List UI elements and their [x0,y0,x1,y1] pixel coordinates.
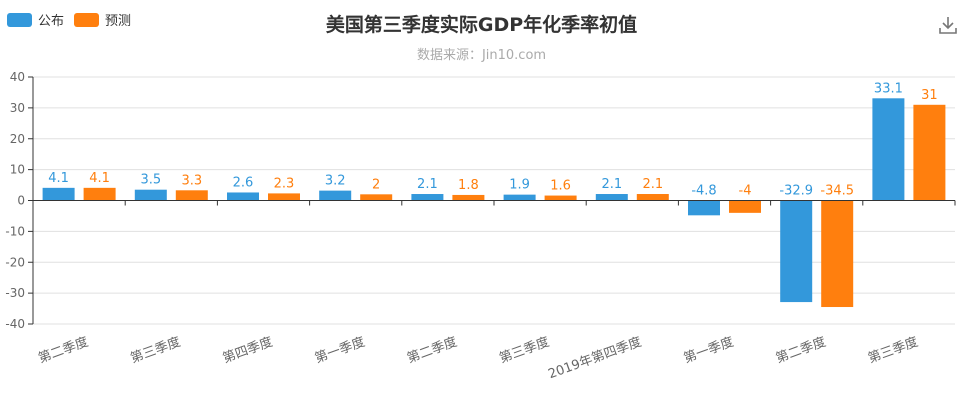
bar-forecast [729,200,761,213]
bar-published [227,192,259,201]
chart-subtitle: 数据来源：Jin10.com [416,48,547,63]
data-label-forecast: 2.3 [274,176,295,191]
legend-swatch-published [7,12,32,27]
legend-item-published[interactable]: 公布 [7,10,64,29]
bar-published [319,190,352,201]
data-label-forecast: 31 [921,88,938,103]
legend-item-forecast[interactable]: 预测 [74,10,131,29]
bar-published [780,200,813,303]
x-tick-label: 第三季度 [128,334,182,367]
bar-forecast [360,194,393,201]
y-tick-label: 0 [17,194,25,208]
x-tick-label: 2019年第四季度 [546,334,644,383]
legend-label-published: 公布 [38,14,65,29]
data-label-forecast: 1.8 [458,178,479,193]
data-label-published: 2.6 [233,175,254,190]
bar-forecast [913,104,946,201]
data-label-published: 2.1 [417,177,438,192]
x-tick-label: 第一季度 [313,334,367,367]
y-tick-label: -10 [5,224,25,238]
data-label-published: 1.9 [509,178,530,193]
x-tick-label: 第二季度 [774,334,828,367]
y-tick-label: 40 [10,70,25,84]
y-tick-label: 10 [10,163,25,177]
chart-title: 美国第三季度实际GDP年化季率初值 [325,14,638,36]
y-tick-label: 20 [10,132,25,146]
bar-forecast [268,193,300,201]
data-label-forecast: 3.3 [181,173,202,188]
bar-published [688,200,720,216]
bar-forecast [452,194,485,201]
data-label-published: 3.5 [140,173,161,188]
data-label-published: -32.9 [779,184,813,199]
x-tick-label: 第三季度 [866,334,920,367]
data-label-forecast: 2 [372,177,380,192]
legend: 公布 预测 [7,10,141,29]
y-tick-label: -20 [5,255,25,269]
bar-published [595,194,628,201]
x-tick-label: 第一季度 [682,334,736,367]
data-label-published: -4.8 [691,184,716,199]
x-tick-label: 第二季度 [405,334,459,367]
bar-forecast [544,195,577,201]
data-label-forecast: -34.5 [820,184,854,199]
data-label-published: 4.1 [48,171,69,186]
legend-label-forecast: 预测 [105,14,132,29]
data-label-forecast: 2.1 [642,177,663,192]
bar-published [134,189,167,201]
bar-forecast [821,200,854,308]
bar-published [42,187,75,201]
legend-swatch-forecast [74,12,100,27]
x-tick-label: 第二季度 [36,334,90,367]
data-label-published: 33.1 [874,81,903,96]
bar-forecast [636,194,669,201]
download-icon[interactable] [937,14,959,36]
data-label-forecast: 4.1 [89,171,110,186]
data-label-forecast: -4 [739,184,752,199]
bar-published [872,98,905,201]
bar-published [411,194,444,201]
x-tick-label: 第三季度 [497,334,551,367]
bar-forecast [83,187,116,201]
y-tick-label: -30 [5,286,25,300]
bar-forecast [175,190,208,201]
data-label-published: 2.1 [601,177,622,192]
bar-published [503,194,536,201]
data-label-forecast: 1.6 [550,179,571,194]
y-tick-label: 30 [10,101,25,115]
x-tick-label: 第四季度 [221,334,275,367]
y-tick-label: -40 [5,317,25,331]
data-label-published: 3.2 [325,174,346,189]
